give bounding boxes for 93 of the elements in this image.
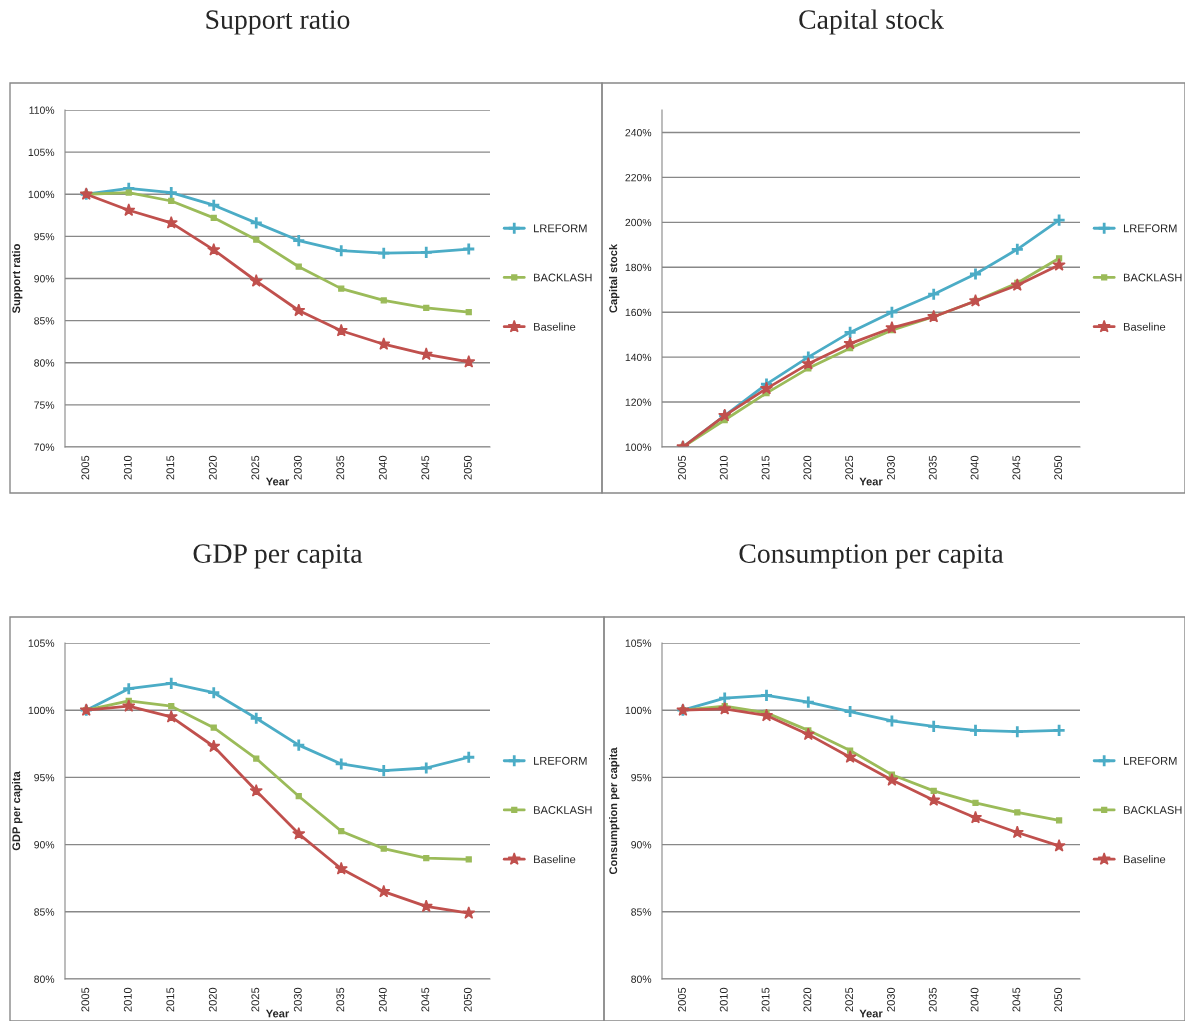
y-tick-label: 85% [34, 317, 55, 325]
y-tick-label: 220% [625, 173, 652, 182]
y-tick-label: 100% [625, 706, 652, 715]
x-tick-label: 2045 [421, 987, 430, 1012]
x-tick-label: 2030 [887, 455, 895, 480]
y-tick-label: 105% [28, 639, 55, 647]
x-tick-label: 2010 [123, 455, 132, 480]
y-tick-label: 105% [28, 148, 55, 156]
y-tick-label: 200% [625, 218, 652, 227]
legend-label: BACKLASH [534, 273, 592, 282]
x-tick-label: 2005 [678, 455, 686, 480]
y-tick-label: 100% [28, 706, 55, 715]
y-tick-label: 75% [34, 401, 55, 409]
x-axis-title: Year [265, 1009, 290, 1018]
x-tick-label: 2010 [123, 987, 132, 1012]
y-tick-label: 95% [631, 773, 652, 782]
legend-label: LREFORM [534, 756, 587, 765]
y-axis-title: Consumption per capita [609, 747, 620, 875]
x-tick-label: 2030 [293, 987, 302, 1012]
legend-label: Baseline [1123, 322, 1166, 331]
legend-label: LREFORM [1123, 224, 1177, 233]
x-tick-label: 2005 [678, 987, 686, 1012]
y-tick-label: 240% [625, 128, 652, 137]
x-tick-label: 2020 [208, 987, 217, 1012]
y-tick-label: 100% [28, 190, 55, 199]
y-tick-label: 80% [34, 975, 55, 983]
legend-label: Baseline [1123, 855, 1166, 864]
x-tick-label: 2050 [463, 987, 472, 1012]
x-tick-label: 2005 [81, 455, 90, 480]
x-tick-label: 2020 [803, 987, 812, 1012]
x-tick-label: 2025 [845, 455, 854, 480]
x-tick-label: 2015 [166, 987, 175, 1012]
y-axis-title: Capital stock [609, 243, 620, 313]
x-tick-label: 2045 [421, 455, 430, 480]
x-tick-label: 2040 [970, 987, 979, 1012]
x-tick-label: 2025 [251, 987, 260, 1012]
y-tick-label: 95% [34, 232, 55, 241]
x-tick-label: 2040 [378, 987, 387, 1012]
x-tick-label: 2020 [803, 455, 812, 480]
y-tick-label: 110% [29, 106, 55, 114]
y-tick-label: 120% [625, 398, 652, 406]
y-tick-label: 70% [34, 443, 55, 451]
y-tick-label: 80% [631, 975, 652, 983]
chart-title: Consumption per capita [739, 544, 1004, 569]
x-tick-label: 2010 [719, 987, 728, 1012]
chart-title: Capital stock [799, 9, 944, 35]
x-tick-label: 2035 [928, 455, 937, 480]
x-axis-title: Year [265, 477, 290, 486]
x-tick-label: 2035 [336, 987, 345, 1012]
legend-label: BACKLASH [1123, 806, 1182, 814]
x-tick-label: 2035 [928, 987, 937, 1012]
x-tick-label: 2015 [761, 987, 770, 1012]
x-tick-label: 2035 [336, 455, 345, 480]
x-tick-label: 2020 [208, 455, 217, 480]
y-tick-label: 90% [631, 841, 652, 849]
y-tick-label: 90% [34, 841, 55, 849]
x-tick-label: 2050 [1054, 455, 1063, 480]
x-tick-label: 2050 [463, 455, 472, 480]
chart-title: Support ratio [206, 10, 350, 35]
x-tick-label: 2040 [378, 455, 387, 480]
legend-label: Baseline [534, 322, 576, 331]
y-tick-label: 90% [34, 275, 55, 283]
x-tick-label: 2040 [970, 455, 979, 480]
x-tick-label: 2045 [1012, 987, 1021, 1012]
legend-label: LREFORM [1123, 756, 1177, 765]
y-tick-label: 85% [631, 908, 652, 916]
y-axis-title: Support ratio [12, 244, 23, 314]
y-tick-label: 95% [34, 773, 55, 782]
y-tick-label: 180% [625, 263, 652, 272]
y-tick-label: 85% [34, 908, 55, 916]
legend-label: BACKLASH [534, 806, 592, 814]
y-tick-label: 160% [625, 308, 652, 317]
y-axis-title: GDP per capita [12, 771, 23, 851]
x-tick-label: 2050 [1054, 987, 1063, 1012]
x-axis-title: Year [859, 1009, 883, 1018]
legend-label: BACKLASH [1123, 273, 1182, 282]
x-axis-title: Year [859, 477, 883, 486]
x-tick-label: 2030 [293, 455, 302, 480]
y-tick-label: 140% [625, 353, 652, 362]
x-tick-label: 2015 [761, 455, 770, 480]
x-tick-label: 2025 [251, 455, 260, 480]
y-tick-label: 105% [625, 639, 652, 647]
x-tick-label: 2030 [887, 987, 895, 1012]
chart-title: GDP per capita [193, 544, 363, 569]
x-tick-label: 2015 [166, 455, 175, 480]
x-tick-label: 2005 [81, 987, 90, 1012]
y-tick-label: 100% [625, 443, 652, 451]
x-tick-label: 2045 [1012, 455, 1021, 480]
legend-label: LREFORM [534, 224, 587, 233]
legend-label: Baseline [534, 855, 576, 864]
x-tick-label: 2025 [845, 987, 854, 1012]
y-tick-label: 80% [34, 359, 55, 367]
x-tick-label: 2010 [719, 455, 728, 480]
